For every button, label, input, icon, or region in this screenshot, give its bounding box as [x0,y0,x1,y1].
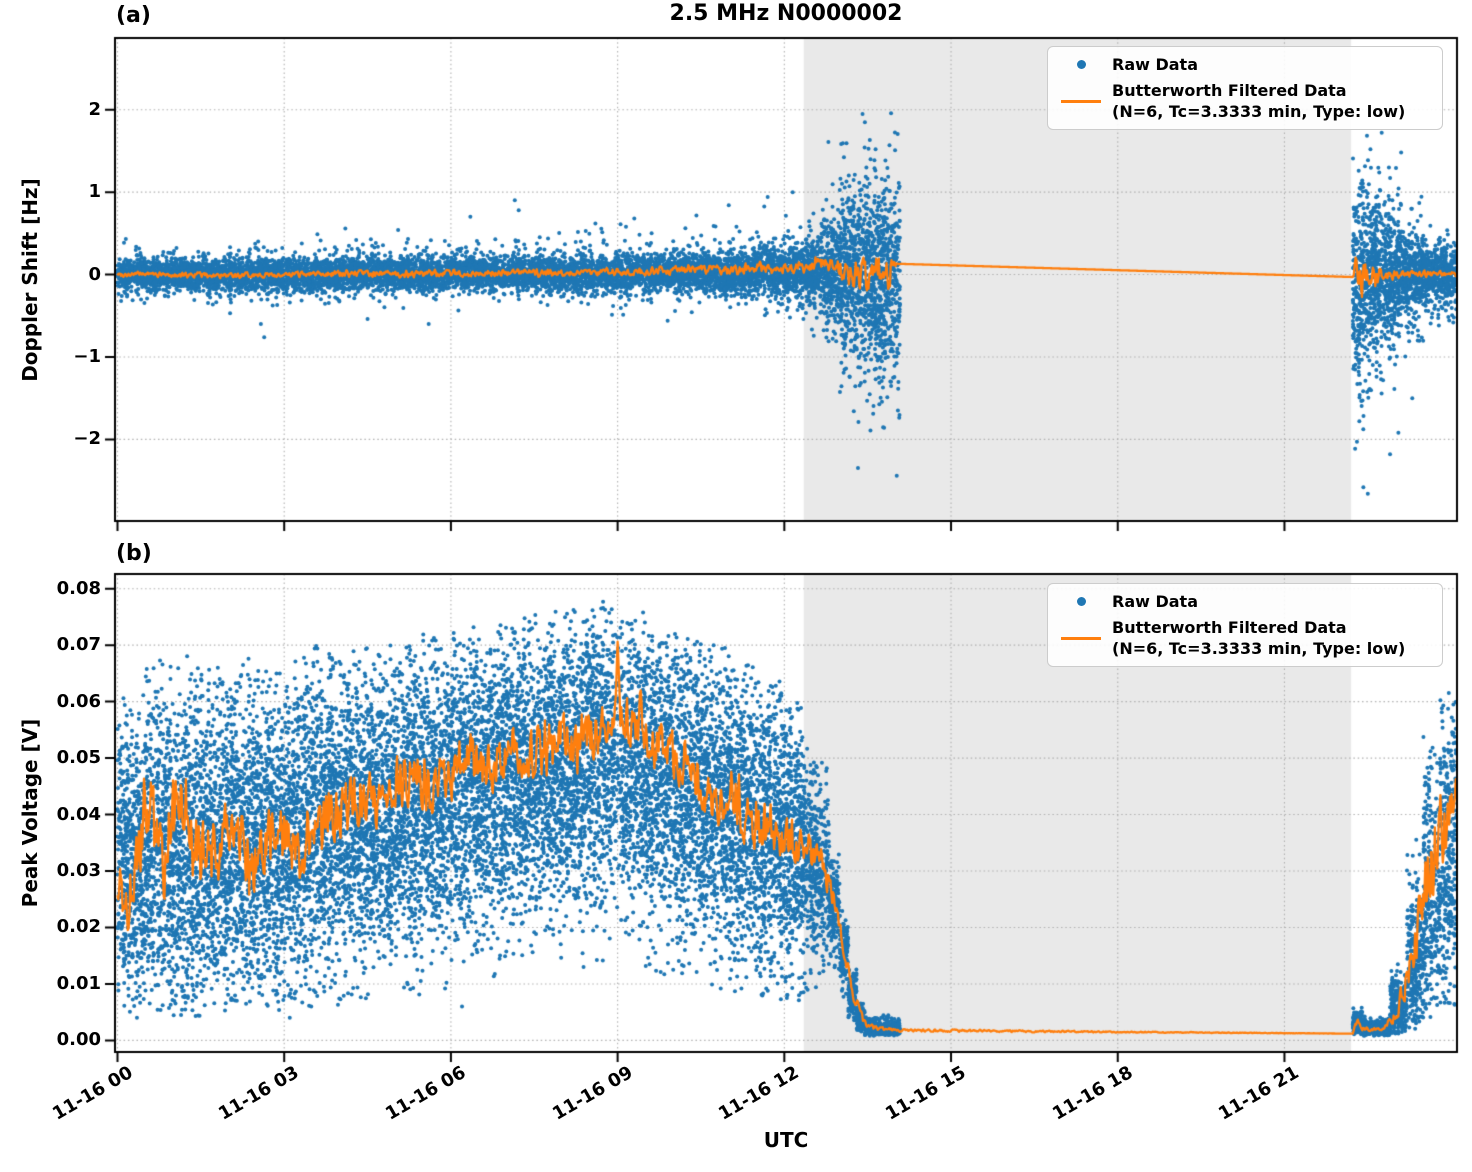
y-tick-label: 0.03 [56,860,101,882]
y-axis-label-doppler: Doppler Shift [Hz] [18,178,42,382]
y-tick-label: 0.04 [56,803,101,825]
figure-title: 2.5 MHz N0000002 [669,1,903,26]
legend-filtered-label-line2: (N=6, Tc=3.3333 min, Type: low) [1112,639,1406,658]
y-tick-label: 0.00 [56,1029,101,1051]
y-tick-label: −1 [73,345,101,367]
legend-item-filtered: Butterworth Filtered Data (N=6, Tc=3.333… [1060,80,1430,122]
raw-data-dot-icon [1076,597,1086,606]
legend-panel-b: Raw Data Butterworth Filtered Data (N=6,… [1047,583,1443,667]
y-tick-label: 0.08 [56,577,101,599]
y-tick-label: −2 [73,428,101,450]
y-tick-label: 0.02 [56,916,101,938]
legend-filtered-label-line1: Butterworth Filtered Data [1112,618,1347,637]
legend-filtered-label-line1: Butterworth Filtered Data [1112,81,1347,100]
legend-filtered-label-line2: (N=6, Tc=3.3333 min, Type: low) [1112,102,1406,121]
legend-item-filtered: Butterworth Filtered Data (N=6, Tc=3.333… [1060,617,1430,659]
legend-item-raw: Raw Data [1060,54,1430,75]
panel-label-a: (a) [116,3,151,28]
filtered-line-icon [1061,99,1101,103]
y-tick-label: 0.01 [56,972,101,994]
y-tick-label: 0.06 [56,690,101,712]
legend-item-raw: Raw Data [1060,591,1430,612]
legend-raw-label: Raw Data [1112,55,1198,74]
filtered-line-icon [1061,636,1101,640]
raw-data-dot-icon [1076,60,1086,69]
y-tick-label: 1 [88,181,101,203]
panel-label-b: (b) [116,541,152,566]
x-axis-label: UTC [763,1128,809,1152]
legend-raw-label: Raw Data [1112,592,1198,611]
y-tick-label: 0 [88,263,101,285]
y-axis-label-voltage: Peak Voltage [V] [18,718,42,908]
y-tick-label: 0.07 [56,634,101,656]
y-tick-label: 2 [88,98,101,120]
legend-panel-a: Raw Data Butterworth Filtered Data (N=6,… [1047,46,1443,130]
y-tick-label: 0.05 [56,747,101,769]
